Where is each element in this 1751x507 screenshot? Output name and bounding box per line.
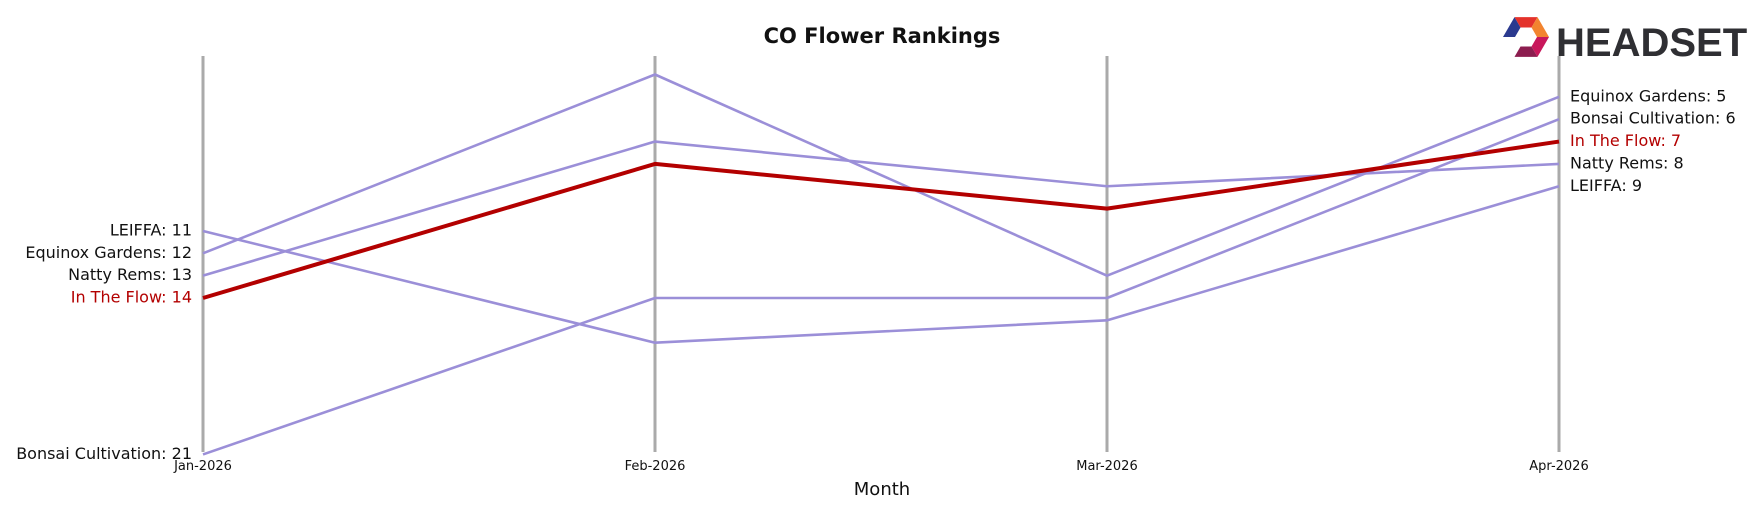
x-tick-label: Mar-2026 bbox=[1076, 459, 1137, 474]
end-label-bonsai-cultivation: Bonsai Cultivation: 6 bbox=[1570, 109, 1736, 128]
logo-segment bbox=[1531, 17, 1549, 37]
logo-text: HEADSET bbox=[1556, 21, 1747, 65]
headset-logo-mark-icon bbox=[1503, 17, 1549, 57]
end-label-equinox-gardens: Equinox Gardens: 5 bbox=[1570, 86, 1726, 105]
series-line-natty-rems bbox=[202, 140, 1560, 277]
series-line-equinox-gardens bbox=[202, 73, 1560, 277]
start-label-in-the-flow: In The Flow: 14 bbox=[71, 288, 192, 307]
start-label-equinox-gardens: Equinox Gardens: 12 bbox=[25, 243, 192, 262]
x-axis-label: Month bbox=[854, 479, 910, 500]
start-label-bonsai-cultivation: Bonsai Cultivation: 21 bbox=[16, 444, 192, 463]
series-line-leiffa bbox=[202, 185, 1560, 345]
series-line-in-the-flow bbox=[202, 139, 1560, 300]
end-label-in-the-flow: In The Flow: 7 bbox=[1570, 131, 1681, 150]
logo-segment bbox=[1514, 46, 1538, 57]
end-label-natty-rems: Natty Rems: 8 bbox=[1570, 153, 1684, 172]
start-label-natty-rems: Natty Rems: 13 bbox=[68, 265, 192, 284]
x-tick-label: Feb-2026 bbox=[625, 459, 686, 474]
chart-title: CO Flower Rankings bbox=[764, 24, 1001, 48]
logo-segment bbox=[1514, 17, 1538, 28]
logo-segment bbox=[1503, 17, 1521, 37]
logo-segment bbox=[1531, 37, 1549, 57]
headset-logo: HEADSET bbox=[1503, 17, 1747, 65]
start-label-leiffa: LEIFFA: 11 bbox=[110, 220, 192, 239]
x-tick-label: Jan-2026 bbox=[173, 459, 232, 474]
end-label-leiffa: LEIFFA: 9 bbox=[1570, 176, 1642, 195]
series-line-bonsai-cultivation bbox=[202, 117, 1560, 456]
x-tick-label: Apr-2026 bbox=[1529, 459, 1588, 474]
